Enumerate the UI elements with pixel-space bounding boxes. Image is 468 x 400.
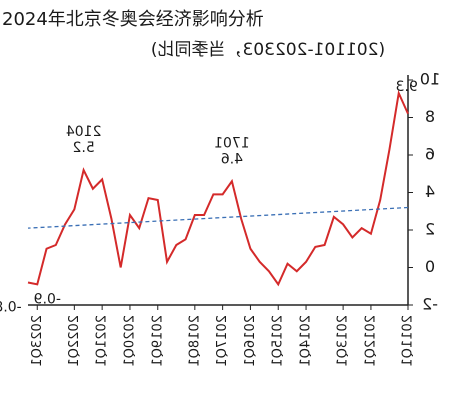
x-tick-label: 2013Q1	[336, 315, 351, 367]
mirrored-chart: (201101-202303，当季同比) -2 0 2 4 6 8 10 2011Q1 2012…	[0, 40, 440, 367]
y-tick-label: 4	[425, 182, 435, 201]
x-tick-label: 2018Q1	[187, 315, 202, 367]
y-tick-label: -2	[422, 295, 438, 314]
y-tick-label: 2	[425, 220, 435, 239]
annotation-value: 5.2	[72, 140, 94, 156]
annotation-value: 4.6	[221, 151, 243, 167]
y-tick-label: 10	[420, 70, 440, 89]
y-tick-label: 8	[425, 107, 435, 126]
chart-subtitle: (201101-202303，当季同比)	[151, 40, 385, 60]
x-tick-label: 2017Q1	[215, 315, 230, 367]
x-tick-label: 2021Q1	[95, 315, 110, 367]
y-tick-label: 0	[425, 257, 435, 276]
annotation: 9.3	[396, 79, 418, 95]
x-tick-label: 2012Q1	[363, 315, 378, 367]
x-tick-label: 2019Q1	[150, 315, 165, 367]
annotation: 2104	[66, 124, 102, 140]
annotation: -0.8	[0, 300, 22, 316]
annotation: 1701	[214, 135, 250, 151]
x-tick-label: 2015Q1	[271, 315, 286, 367]
x-tick-label: 2011Q1	[401, 315, 416, 367]
data-line	[27, 89, 409, 287]
trend-line	[27, 206, 409, 229]
x-tick-label: 2014Q1	[299, 315, 314, 367]
x-tick-label: 2023Q1	[30, 315, 45, 367]
x-tick-label: 2020Q1	[122, 315, 137, 367]
annotation: -0.9	[34, 291, 61, 307]
x-tick-label: 2016Q1	[243, 315, 258, 367]
y-tick-label: 6	[425, 145, 435, 164]
chart-title: 2024年北京冬奥会经济影响分析	[2, 9, 264, 30]
x-tick-label: 2022Q1	[67, 315, 82, 367]
